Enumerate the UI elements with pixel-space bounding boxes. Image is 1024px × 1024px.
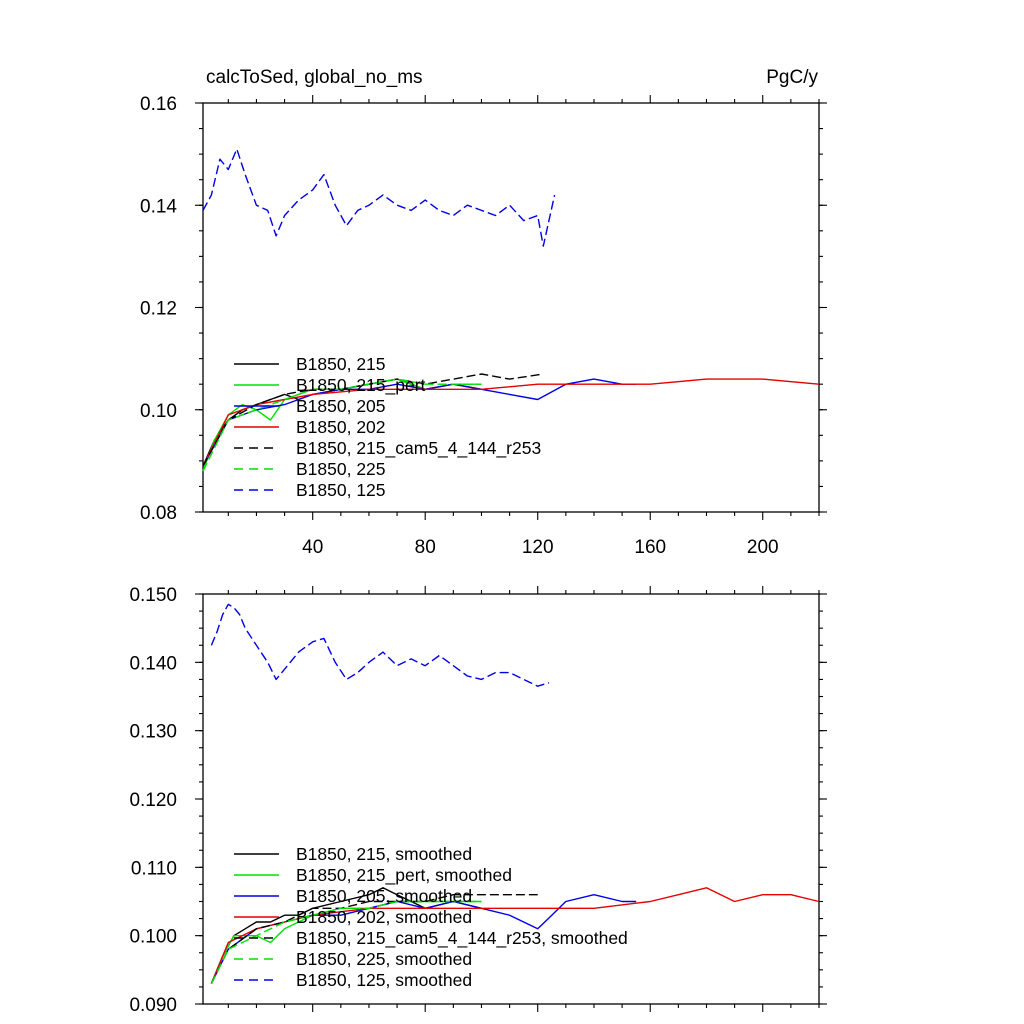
top-legend-label-5: B1850, 225 <box>296 459 386 479</box>
bottom-legend-label-3: B1850, 202, smoothed <box>296 907 472 927</box>
bottom-y-tick-label: 0.090 <box>129 995 177 1016</box>
bottom-legend-label-5: B1850, 225, smoothed <box>296 949 472 969</box>
top-legend-label-4: B1850, 215_cam5_4_144_r253 <box>296 438 541 459</box>
bottom-series-line-4 <box>210 894 538 984</box>
bottom-y-tick-label: 0.110 <box>131 858 177 879</box>
bottom-y-tick-label: 0.130 <box>129 722 177 743</box>
bottom-y-tick-label: 0.100 <box>129 927 177 948</box>
bottom-legend-label-6: B1850, 125, smoothed <box>296 970 472 990</box>
top-panel-series-group <box>202 148 820 472</box>
top-legend-label-3: B1850, 202 <box>296 417 386 437</box>
bottom-legend-label-1: B1850, 215_pert, smoothed <box>296 865 512 886</box>
top-legend-label-0: B1850, 215 <box>296 354 386 374</box>
bottom-series-line-6 <box>210 603 550 687</box>
top-legend-label-1: B1850, 215_pert <box>296 375 426 396</box>
bottom-y-tick-label: 0.150 <box>129 585 177 606</box>
bottom-series-line-5 <box>210 900 482 984</box>
bottom-panel-ticks: 0.090 0.100 0.110 0.120 0.130 0.140 0.150 <box>129 585 827 1016</box>
top-x-tick-label: 80 <box>415 537 436 558</box>
top-y-tick-label: 0.14 <box>140 196 177 217</box>
bottom-legend-label-2: B1850, 205, smoothed <box>296 886 472 906</box>
bottom-panel: 0.090 0.100 0.110 0.120 0.130 0.140 0.150 B185… <box>129 585 827 1016</box>
top-series-line-5 <box>202 378 482 472</box>
bottom-legend-label-0: B1850, 215, smoothed <box>296 844 472 864</box>
bottom-y-tick-label: 0.140 <box>129 653 177 674</box>
top-y-tick-label: 0.10 <box>140 401 177 422</box>
top-panel-ticks: 0.08 0.10 0.12 0.14 0.16 40 80 120 160 200 <box>140 94 827 558</box>
top-series-line-6 <box>202 148 556 247</box>
bottom-y-tick-label: 0.120 <box>129 790 177 811</box>
bottom-panel-series-group <box>210 603 820 984</box>
top-panel-title: calcToSed, global_no_ms <box>206 67 423 88</box>
top-y-tick-label: 0.08 <box>140 503 177 524</box>
top-x-tick-label: 160 <box>634 537 666 558</box>
top-legend-label-2: B1850, 205 <box>296 396 386 416</box>
top-y-tick-label: 0.12 <box>140 299 177 320</box>
top-x-tick-label: 40 <box>302 537 323 558</box>
bottom-legend-label-4: B1850, 215_cam5_4_144_r253, smoothed <box>296 928 628 949</box>
top-x-tick-label: 120 <box>522 537 554 558</box>
top-panel: calcToSed, global_no_ms PgC/y 0.080.100.… <box>140 67 827 558</box>
top-y-tick-label: 0.16 <box>140 94 177 115</box>
top-series-line-3 <box>202 378 820 467</box>
top-panel-units: PgC/y <box>766 67 818 88</box>
top-legend-label-6: B1850, 125 <box>296 480 386 500</box>
top-x-tick-label: 200 <box>747 537 779 558</box>
